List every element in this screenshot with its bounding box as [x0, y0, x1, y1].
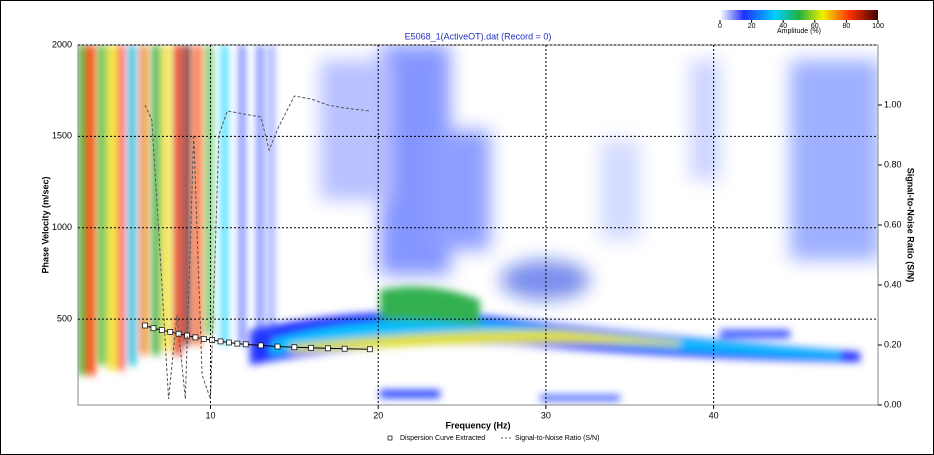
y2-tick-label: 0.00	[884, 399, 902, 409]
curve-point	[151, 326, 156, 331]
curve-point	[143, 323, 148, 328]
legend-label: Signal-to-Noise Ratio (S/N)	[515, 435, 599, 442]
curve-point	[243, 342, 248, 347]
colorbar-tick-label: 80	[843, 23, 851, 30]
x-tick-label: 20	[373, 410, 383, 420]
curve-point	[168, 329, 173, 334]
curve-point	[218, 339, 223, 344]
curve-point	[275, 344, 280, 349]
x-tick-label: 10	[205, 410, 215, 420]
x-axis-label: Frequency (Hz)	[445, 420, 510, 430]
curve-point	[226, 340, 231, 345]
y-tick-label: 1500	[52, 131, 72, 141]
curve-point	[235, 341, 240, 346]
y-tick-label: 500	[57, 313, 72, 323]
curve-point	[309, 345, 314, 350]
curve-point	[342, 346, 347, 351]
legend-label: Dispersion Curve Extracted	[400, 435, 485, 442]
curve-point	[292, 345, 297, 350]
y2-tick-label: 0.80	[884, 159, 902, 169]
y-tick-label: 2000	[52, 39, 72, 49]
y-tick-label: 1000	[52, 222, 72, 232]
x-tick-label: 40	[709, 410, 719, 420]
y2-axis-label: Signal-to-Noise Ratio (S/N)	[906, 168, 916, 283]
curve-point	[258, 343, 263, 348]
curve-point	[193, 335, 198, 340]
curve-point	[159, 328, 164, 333]
colorbar	[720, 10, 878, 20]
y-axis-label: Phase Velocity (m/sec)	[40, 176, 50, 273]
colorbar-tick-label: 20	[748, 23, 756, 30]
colorbar-tick-label: 60	[811, 23, 819, 30]
y2-tick-label: 0.40	[884, 279, 902, 289]
x-tick-label: 30	[541, 410, 551, 420]
y2-tick-label: 0.20	[884, 339, 902, 349]
curve-point	[201, 336, 206, 341]
y2-tick-label: 1.00	[884, 99, 902, 109]
colorbar-tick-label: 100	[872, 23, 884, 30]
legend-swatch	[388, 436, 392, 440]
colorbar-tick-label: 40	[779, 23, 787, 30]
curve-point	[325, 346, 330, 351]
chart: E5068_1(ActiveOT).dat (Record = 0) Frequ…	[0, 0, 934, 455]
curve-point	[367, 347, 372, 352]
chart-title: E5068_1(ActiveOT).dat (Record = 0)	[405, 31, 552, 41]
y2-tick-label: 0.60	[884, 219, 902, 229]
colorbar-tick-label: 0	[718, 23, 722, 30]
